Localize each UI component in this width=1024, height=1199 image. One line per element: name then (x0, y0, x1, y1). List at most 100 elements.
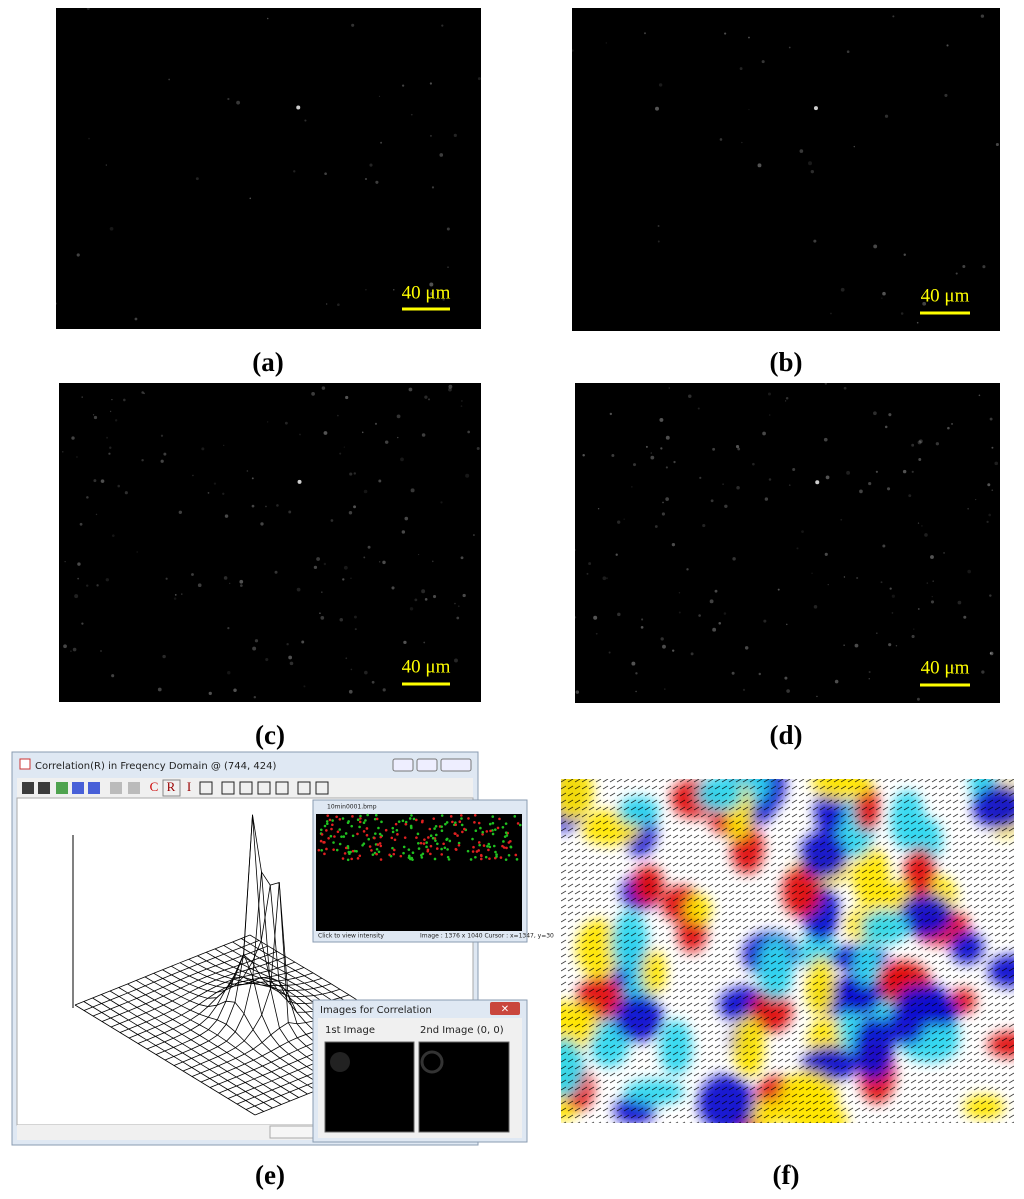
particle (913, 628, 915, 630)
vector (375, 847, 379, 851)
vector (394, 822, 398, 826)
particle (889, 587, 892, 590)
vector (495, 853, 498, 856)
particle (456, 616, 460, 620)
tool-button[interactable]: R (167, 779, 176, 794)
tool-button[interactable] (221, 781, 235, 795)
particle (719, 138, 723, 141)
particle (986, 520, 989, 523)
tool-button[interactable] (257, 781, 271, 795)
particle (873, 411, 877, 416)
vector-overlay (317, 813, 522, 862)
particle (665, 497, 669, 501)
particle (403, 640, 407, 645)
vector (491, 821, 495, 825)
particle (659, 417, 664, 422)
tool-button[interactable]: I (187, 779, 191, 794)
particle (266, 17, 269, 20)
vector (344, 846, 348, 850)
particle (856, 576, 859, 580)
particle (378, 95, 381, 98)
particle (762, 431, 766, 436)
particle (288, 510, 292, 514)
particle (641, 618, 644, 621)
particle (608, 651, 611, 654)
vector (491, 832, 495, 836)
particle (792, 468, 796, 472)
vector (494, 828, 497, 831)
vector (502, 840, 505, 843)
tool-button[interactable] (88, 782, 100, 794)
particle (991, 446, 994, 449)
tool-button[interactable] (72, 782, 84, 794)
tool-button[interactable] (275, 781, 289, 795)
vector (456, 834, 459, 837)
particle (396, 414, 401, 419)
vector (356, 832, 359, 836)
tool-button[interactable]: C (150, 779, 159, 794)
particle (181, 593, 183, 595)
particle (105, 164, 107, 166)
particle (222, 492, 225, 495)
vector (346, 844, 350, 848)
vector (443, 846, 447, 850)
vector (370, 849, 373, 852)
vector (451, 820, 454, 824)
tool-button[interactable] (128, 782, 140, 794)
particle (227, 670, 231, 675)
particle (737, 447, 741, 451)
particle (957, 600, 962, 605)
maximize-button[interactable] (416, 758, 438, 772)
vector (436, 842, 439, 846)
particle (991, 489, 994, 492)
particle (891, 594, 895, 598)
particle (141, 458, 144, 462)
particle (339, 452, 342, 455)
close-button[interactable] (490, 1002, 520, 1015)
vector (350, 857, 353, 861)
particle (429, 282, 434, 287)
tool-button[interactable] (199, 781, 213, 795)
vector (434, 839, 437, 842)
particle (229, 582, 231, 585)
vector (518, 823, 522, 827)
particle (660, 637, 664, 641)
particle (732, 557, 736, 561)
particle (77, 577, 80, 580)
tool-button[interactable] (56, 782, 68, 794)
vector (449, 815, 453, 818)
particle (424, 395, 428, 399)
particle (752, 462, 755, 466)
particle (980, 14, 985, 18)
vector (429, 844, 433, 848)
tool-button[interactable] (297, 781, 311, 795)
vector (473, 821, 476, 824)
tool-button[interactable] (110, 782, 122, 794)
particle (908, 494, 912, 498)
tool-button[interactable] (22, 782, 34, 794)
particle (786, 689, 790, 693)
panel-label: (f) (773, 1160, 800, 1190)
minimize-button[interactable] (392, 758, 414, 772)
vector (374, 832, 377, 835)
particle (888, 643, 892, 647)
particle (768, 478, 772, 481)
particle (595, 632, 598, 635)
particle (712, 447, 716, 451)
particle (702, 523, 706, 528)
particle (919, 439, 923, 444)
particle (582, 454, 585, 457)
particle (348, 511, 353, 515)
particle (785, 396, 789, 400)
tool-button[interactable] (315, 781, 329, 795)
vector (433, 827, 436, 830)
particle (739, 67, 743, 70)
vector (341, 817, 345, 820)
panel-label: (e) (255, 1160, 285, 1190)
tool-button[interactable] (38, 782, 50, 794)
particle (741, 141, 743, 144)
vector (365, 827, 369, 830)
vector (448, 839, 452, 843)
tool-button[interactable] (239, 781, 253, 795)
close-button[interactable] (440, 758, 472, 772)
